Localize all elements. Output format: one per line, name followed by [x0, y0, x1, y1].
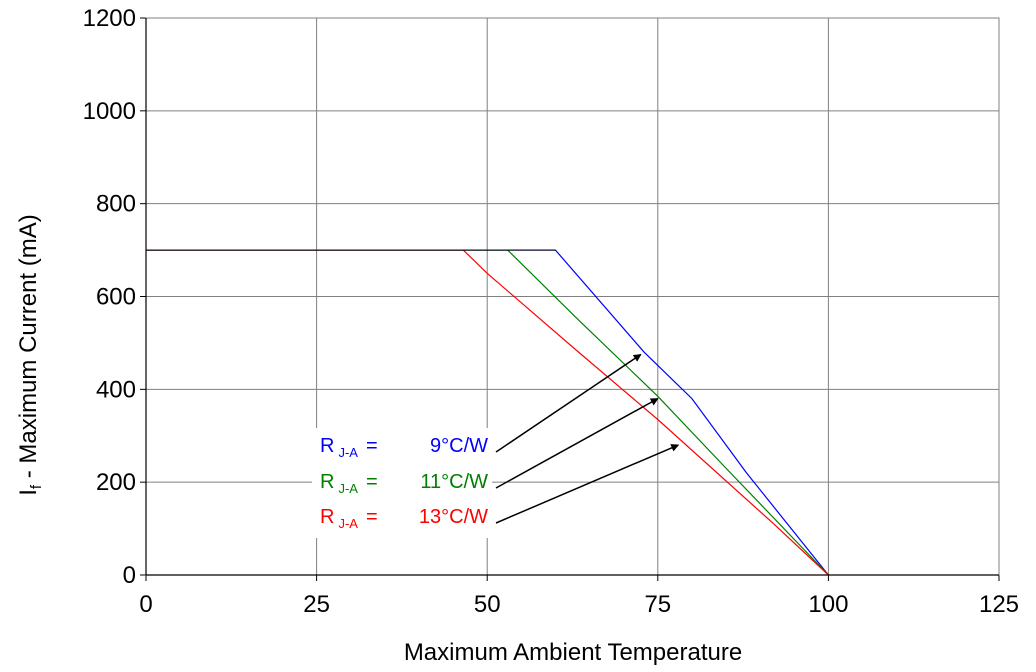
- y-tick-label: 1200: [83, 5, 136, 32]
- y-tick-label: 800: [96, 191, 136, 218]
- x-axis-title: Maximum Ambient Temperature: [404, 639, 742, 666]
- x-tick-label: 50: [474, 591, 501, 618]
- tick-labels: 0 25 50 75 100 125 0 200 400 600 800 1000 1200: [83, 5, 1019, 618]
- y-axis-title-main: I: [15, 489, 42, 496]
- y-tick-label: 200: [96, 469, 136, 496]
- x-tick-label: 25: [303, 591, 330, 618]
- x-tick-label: 125: [979, 591, 1019, 618]
- annotation-arrow-1: [496, 355, 641, 452]
- y-tick-label: 1000: [83, 98, 136, 125]
- x-tick-label: 75: [644, 591, 671, 618]
- annotations: R J-A = 9°C/WR J-A = 11°C/WR J-A = 13°C/W: [312, 355, 678, 538]
- x-tick-label: 0: [139, 591, 152, 618]
- y-axis-title: If - Maximum Current (mA): [15, 214, 45, 496]
- x-tick-label: 100: [808, 591, 848, 618]
- annotation-arrow-3: [496, 445, 678, 523]
- y-tick-label: 0: [123, 562, 136, 589]
- annotation-arrow-2: [496, 399, 658, 488]
- y-tick-label: 600: [96, 284, 136, 311]
- y-tick-label: 400: [96, 376, 136, 403]
- grid: [146, 18, 999, 575]
- y-axis-title-rest: - Maximum Current (mA): [15, 214, 42, 485]
